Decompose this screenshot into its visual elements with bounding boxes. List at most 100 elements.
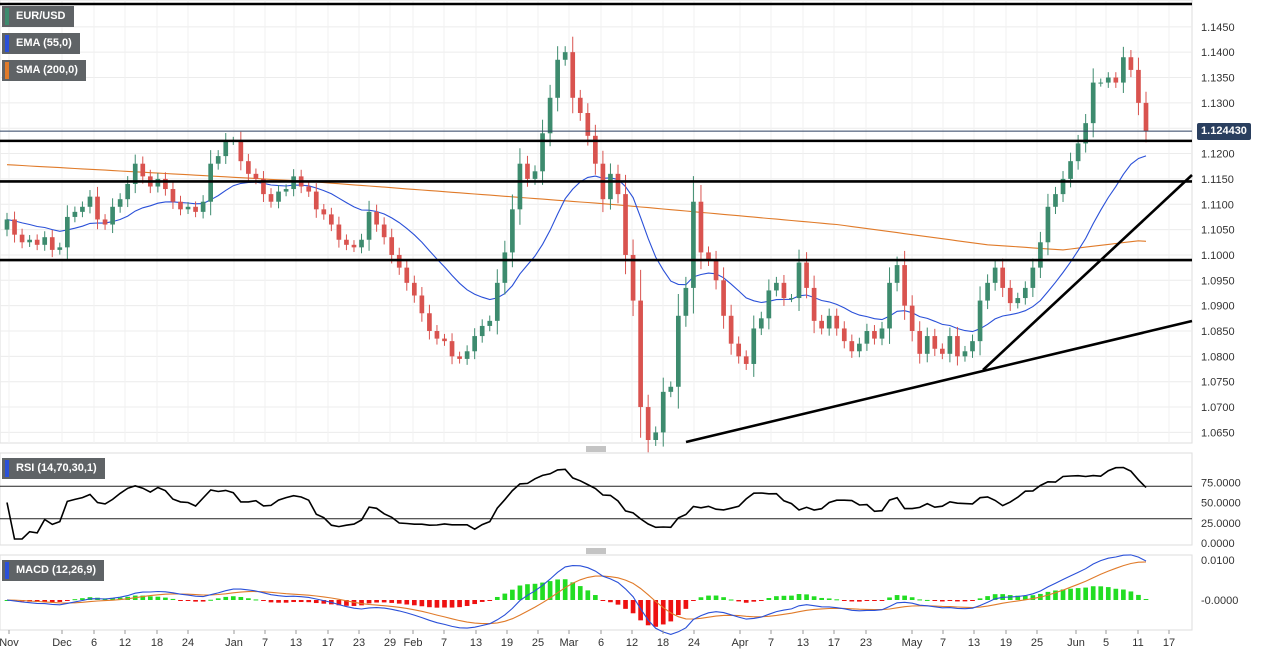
support-resistance-lines (0, 2, 1193, 444)
macd-histogram-bar (615, 600, 621, 605)
rsi-tick-label: 0.0000 (1201, 538, 1235, 550)
macd-histogram-bar (434, 600, 440, 608)
candle-body (4, 219, 10, 230)
rsi-tick-label: 50.0000 (1201, 498, 1241, 510)
macd-histogram-bar (246, 598, 251, 600)
candle-body (962, 351, 968, 357)
candle-body (193, 206, 198, 212)
macd-histogram-bar (992, 594, 998, 600)
date-tick-label: 19 (1000, 637, 1012, 649)
macd-histogram-bar (758, 600, 764, 601)
candle-body (947, 336, 953, 354)
macd-histogram-bar (985, 596, 990, 600)
macd-histogram-bar (442, 600, 447, 608)
candle-body (608, 173, 613, 200)
macd-histogram-bar (691, 600, 696, 601)
macd-histogram-bar (321, 600, 327, 604)
candle-body (638, 300, 643, 408)
macd-histogram-bar (728, 599, 734, 601)
price-tick-label: 1.1400 (1201, 47, 1235, 59)
macd-histogram-bar (193, 600, 198, 602)
candle-body (117, 199, 123, 207)
macd-histogram-bar (585, 590, 591, 600)
date-tick-label: May (902, 637, 923, 649)
price-tick-label: 1.1300 (1201, 98, 1235, 110)
candle-body (19, 234, 25, 243)
date-tick-label: Mar (560, 637, 579, 649)
macd-histogram-bar (653, 600, 659, 627)
macd-line (6, 554, 1147, 635)
legend-symbol-label: EUR/USD (16, 10, 66, 22)
candle-body (268, 194, 274, 202)
macd-histogram-bar (668, 600, 674, 622)
candle-body (706, 252, 711, 261)
legend-rsi[interactable]: RSI (14,70,30,1) (2, 458, 105, 479)
macd-histogram-bar (932, 600, 938, 601)
candle-body (246, 161, 251, 174)
date-tick-label: Dec (52, 637, 72, 649)
macd-histogram-bar (660, 600, 666, 625)
legend-sma[interactable]: SMA (200,0) (2, 60, 86, 81)
legend-rsi-label: RSI (14,70,30,1) (16, 462, 97, 474)
rising-trendline-lower (685, 319, 1193, 444)
macd-histogram-bar (1083, 587, 1088, 600)
macd-tick-label: -0.0000 (1201, 595, 1238, 607)
candle-body (570, 52, 576, 98)
legend-ema[interactable]: EMA (55,0) (2, 33, 80, 54)
macd-histogram-bar (532, 583, 538, 600)
legend-macd[interactable]: MACD (12,26,9) (2, 560, 105, 581)
candle-body (283, 189, 289, 192)
macd-histogram-bar (849, 600, 855, 602)
rising-trendline-upper (982, 174, 1193, 371)
candle-body (502, 252, 508, 283)
macd-histogram-bar (494, 596, 500, 600)
date-tick-label: Jun (1067, 637, 1085, 649)
macd-histogram-bar (411, 600, 417, 606)
candle-body (57, 247, 63, 250)
macd-histogram-bar (457, 600, 462, 608)
candle-body (955, 336, 960, 357)
legend-macd-swatch (5, 562, 9, 579)
candle-body (887, 282, 892, 329)
date-tick-label: 24 (688, 637, 700, 649)
macd-histogram-bar (427, 600, 432, 608)
candle-body (1113, 77, 1119, 83)
candle-body (713, 260, 719, 281)
candle-body (532, 171, 538, 179)
macd-histogram-bar (366, 600, 372, 604)
candle-body (178, 201, 183, 210)
sma-line-group (6, 164, 1147, 251)
candle-body (261, 178, 266, 195)
candle-body (464, 351, 470, 359)
candle-body (728, 315, 734, 344)
candle-body (781, 282, 787, 299)
macd-histogram-bar (200, 600, 206, 602)
macd-histogram-bar (819, 597, 824, 600)
date-tick-label: Apr (731, 637, 748, 649)
date-tick-label: 12 (626, 637, 638, 649)
macd-histogram-bar (645, 600, 651, 626)
rsi-panel (0, 466, 1192, 540)
macd-histogram-bar (570, 582, 576, 600)
legend-symbol[interactable]: EUR/USD (2, 6, 74, 27)
candle-body (132, 163, 138, 184)
candle-body (879, 328, 885, 339)
candle-body (434, 331, 440, 339)
candle-body (864, 331, 870, 344)
date-tick-label: 5 (1103, 637, 1109, 649)
macd-histogram-bar (449, 600, 455, 608)
legend-rsi-swatch (5, 460, 9, 477)
macd-histogram-bar (344, 600, 349, 606)
macd-histogram-bar (223, 596, 229, 600)
candle-body (902, 265, 907, 306)
macd-histogram-bar (804, 594, 809, 600)
candle-body (27, 239, 32, 243)
price-tick-label: 1.1450 (1201, 22, 1235, 34)
macd-tick-label: 0.0100 (1201, 555, 1235, 567)
macd-histogram-bar (525, 584, 530, 600)
macd-histogram-bar (1121, 589, 1126, 600)
candle-body (80, 206, 85, 212)
date-tick-label: 13 (797, 637, 809, 649)
price-tick-label: 1.0900 (1201, 301, 1235, 313)
candle-body (841, 328, 847, 342)
